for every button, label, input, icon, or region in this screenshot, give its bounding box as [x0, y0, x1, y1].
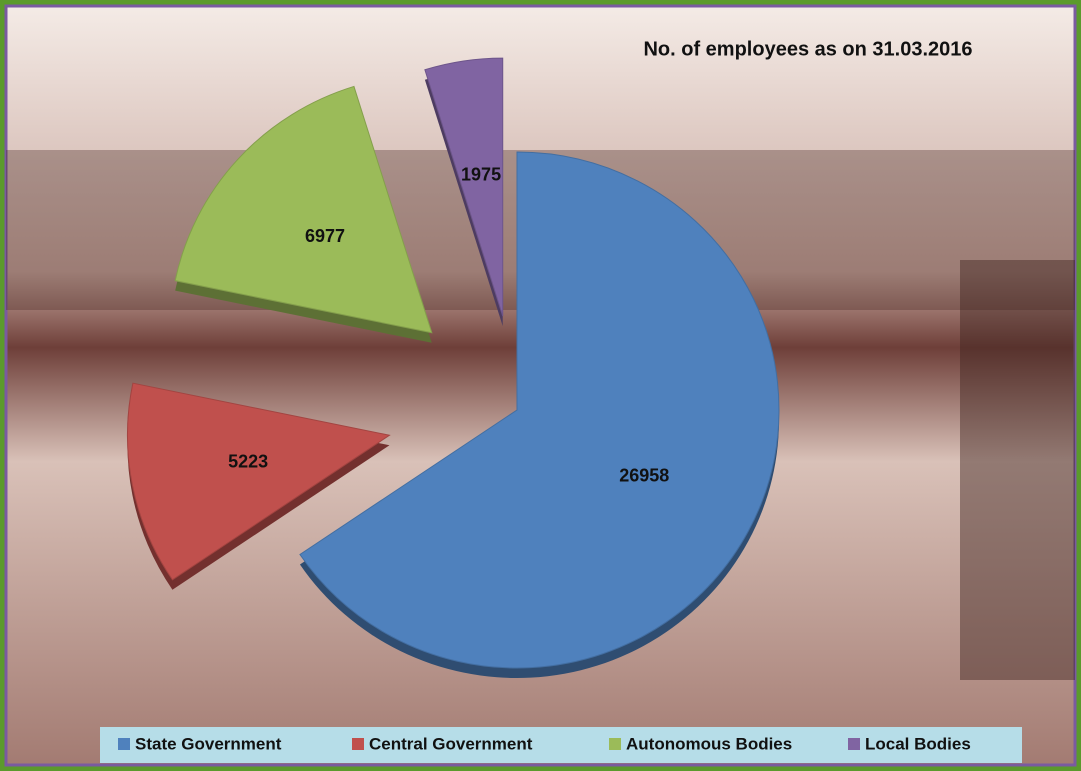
legend-swatch — [352, 738, 364, 750]
legend-label: Autonomous Bodies — [626, 734, 792, 753]
legend-swatch — [848, 738, 860, 750]
legend-swatch — [118, 738, 130, 750]
legend-label: Local Bodies — [865, 734, 971, 753]
legend-label: Central Government — [369, 734, 533, 753]
legend-label: State Government — [135, 734, 282, 753]
page: {"chart_data": {"type": "pie", "title": … — [0, 0, 1081, 771]
chart-title: No. of employees as on 31.03.2016 — [643, 38, 972, 60]
legend-swatch — [609, 738, 621, 750]
railing — [960, 260, 1075, 680]
data-label: 26958 — [619, 465, 669, 485]
data-label: 6977 — [305, 226, 345, 246]
data-label: 5223 — [228, 452, 268, 472]
chart: No. of employees as on 31.03.2016 26958 5… — [0, 0, 1081, 771]
data-label: 1975 — [461, 165, 501, 185]
